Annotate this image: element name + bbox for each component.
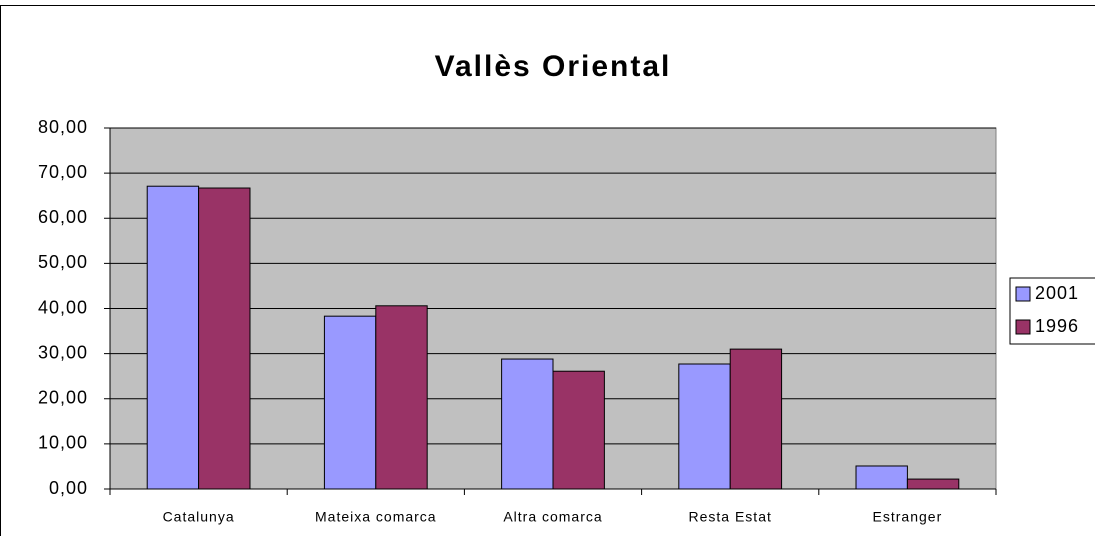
x-tick-label: Resta Estat — [689, 509, 772, 525]
y-tick-label: 0,00 — [49, 478, 88, 498]
y-tick-label: 10,00 — [38, 433, 88, 453]
legend-swatch — [1015, 286, 1031, 302]
x-tick-label: Mateixa comarca — [315, 509, 437, 525]
bar — [146, 185, 200, 490]
bar — [323, 315, 377, 490]
legend-label: 2001 — [1035, 283, 1079, 303]
bar — [678, 363, 731, 490]
x-tick-label: Estranger — [873, 509, 943, 525]
chart-title: Vallès Oriental — [435, 50, 672, 83]
bar — [729, 348, 783, 490]
y-tick-label: 30,00 — [38, 342, 88, 362]
bar — [501, 358, 554, 490]
bar — [375, 305, 428, 490]
bar — [198, 187, 251, 490]
x-tick-label: Altra comarca — [503, 509, 602, 525]
y-tick-label: 60,00 — [38, 207, 88, 227]
legend-swatch — [1015, 319, 1031, 335]
bar — [906, 478, 960, 490]
y-tick-label: 70,00 — [38, 162, 88, 182]
legend-label: 1996 — [1035, 316, 1079, 336]
y-tick-label: 20,00 — [38, 388, 88, 408]
y-tick-label: 50,00 — [38, 252, 88, 272]
bar — [552, 370, 605, 490]
y-tick-label: 80,00 — [38, 117, 88, 137]
x-tick-label: Catalunya — [163, 509, 235, 525]
y-tick-label: 40,00 — [38, 297, 88, 317]
bar — [855, 465, 908, 490]
